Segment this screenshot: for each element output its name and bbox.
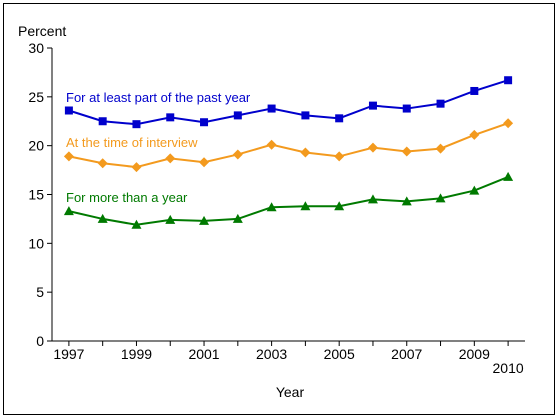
data-point [199, 157, 210, 168]
y-tick-label: 15 [28, 187, 44, 203]
data-point [200, 118, 209, 127]
x-tick-label: 1999 [121, 346, 152, 362]
data-point [131, 219, 142, 229]
data-point [97, 158, 108, 169]
data-point [233, 111, 242, 120]
y-axis-title: Percent [18, 23, 66, 39]
data-point [199, 215, 210, 225]
y-tick-label: 0 [36, 333, 44, 349]
data-point [132, 120, 141, 129]
data-point [300, 201, 311, 211]
x-tick-label: 2009 [459, 346, 490, 362]
x-tick-label: 2003 [256, 346, 287, 362]
data-point [401, 196, 412, 206]
data-point [436, 99, 445, 108]
chart-frame [3, 3, 555, 415]
y-tick-label: 25 [28, 89, 44, 105]
x-tick-label: 2007 [391, 346, 422, 362]
data-point [367, 194, 378, 204]
data-point [469, 129, 480, 140]
data-point [165, 214, 176, 224]
data-point [470, 86, 479, 95]
series-line [68, 79, 509, 126]
series-line [68, 122, 509, 169]
series-label: For more than a year [66, 190, 188, 205]
y-tick-label: 10 [28, 235, 44, 251]
data-point [402, 104, 411, 113]
data-point [63, 151, 74, 162]
x-tick-label: 2005 [324, 346, 355, 362]
y-tick-label: 5 [36, 284, 44, 300]
axes: 0 5 10 15 20 25 30 1997 1999 2001 2003 2005 2007 2009… [28, 40, 525, 376]
data-point [63, 206, 74, 216]
data-point [503, 171, 514, 181]
series-layer [63, 76, 514, 229]
data-point [435, 143, 446, 154]
data-point [165, 153, 176, 164]
x-tick-label: 2010 [493, 360, 524, 376]
data-point [267, 104, 276, 113]
data-point [367, 142, 378, 153]
data-point [97, 213, 108, 223]
data-point [469, 185, 480, 195]
data-point [300, 147, 311, 158]
data-point [368, 101, 377, 110]
data-point [266, 139, 277, 150]
x-tick-label: 1997 [53, 346, 84, 362]
data-point [401, 146, 412, 157]
data-point [334, 201, 345, 211]
series-line [68, 175, 509, 226]
data-point [232, 149, 243, 160]
data-point [64, 106, 73, 115]
data-point [504, 76, 513, 85]
x-axis-title: Year [276, 384, 305, 400]
data-point [131, 162, 142, 173]
data-point [166, 113, 175, 122]
series-label: For at least part of the past year [66, 90, 251, 105]
data-point [232, 213, 243, 223]
data-point [503, 118, 514, 129]
data-point [301, 111, 310, 120]
series-labels: For at least part of the past year At the… [66, 90, 251, 205]
data-point [335, 114, 344, 123]
data-point [98, 117, 107, 126]
data-point [334, 151, 345, 162]
series-label: At the time of interview [66, 135, 198, 150]
y-tick-label: 20 [28, 138, 44, 154]
y-tick-label: 30 [28, 40, 44, 56]
x-tick-label: 2001 [188, 346, 219, 362]
data-point [266, 202, 277, 212]
data-point [435, 193, 446, 203]
